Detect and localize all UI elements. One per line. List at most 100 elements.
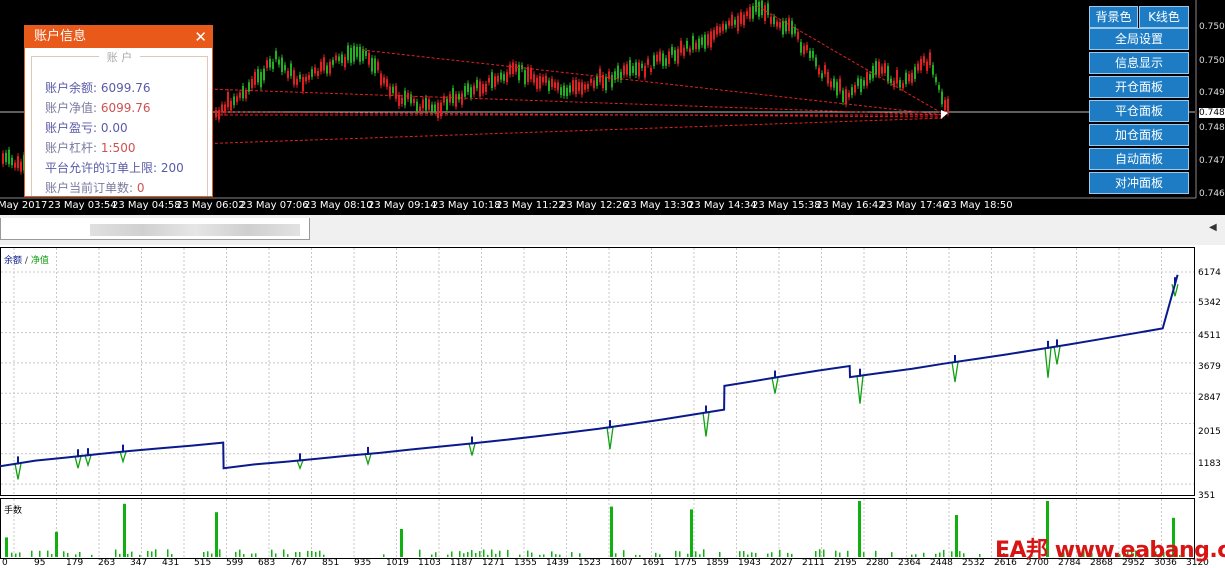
volume-bar — [1163, 551, 1165, 557]
global-settings-button[interactable]: 全局设置 — [1089, 28, 1189, 50]
close-icon[interactable]: ✕ — [194, 28, 207, 46]
candle-body — [290, 63, 292, 76]
time-axis-label: 23 May 07:06 — [240, 200, 309, 211]
candle-body — [899, 80, 901, 88]
candle-body — [914, 66, 916, 79]
candle-body — [923, 56, 925, 63]
candle-body — [434, 104, 436, 112]
candle-body — [881, 66, 883, 74]
order-dashed-line — [79, 117, 946, 149]
account-section: 账 户 账户余额: 6099.76 账户净值: 6099.76 账户盈亏: 0.… — [31, 51, 208, 196]
volume-bar — [299, 552, 301, 557]
x-axis-label: 0 — [2, 558, 8, 568]
order-dashed-line — [756, 5, 946, 116]
candle-body — [224, 104, 226, 113]
volume-bar — [1067, 550, 1069, 557]
candle-body — [890, 78, 892, 84]
candle-body — [866, 72, 868, 86]
candle-body — [395, 85, 397, 99]
x-axis-label: 263 — [98, 558, 116, 568]
volume-bar — [743, 550, 745, 557]
volume-bar — [271, 549, 273, 557]
candle-body — [758, 1, 760, 17]
candle-body — [842, 90, 844, 103]
x-axis-label: 2111 — [802, 558, 825, 568]
candle-body — [524, 70, 526, 85]
volume-bar — [863, 552, 865, 557]
equity-dip — [119, 451, 127, 464]
volume-bar — [507, 549, 509, 557]
volume-bar — [459, 551, 461, 557]
volume-bar — [435, 552, 437, 557]
candle-body — [578, 82, 580, 92]
scroll-left-icon[interactable]: ◀ — [1209, 222, 1217, 233]
volume-bar — [767, 553, 769, 557]
order-limit-row: 平台允许的订单上限: 200 — [45, 161, 184, 175]
candle-body — [821, 73, 823, 79]
volume-bar — [771, 552, 773, 557]
volume-bar — [1172, 517, 1175, 557]
candle-body — [20, 161, 22, 172]
candle-body — [593, 80, 595, 89]
close-panel-button[interactable]: 平仓面板 — [1089, 100, 1189, 122]
time-axis-label: 23 May 03:54 — [48, 200, 117, 211]
open-panel-button[interactable]: 开仓面板 — [1089, 76, 1189, 98]
x-axis-label: 95 — [34, 558, 46, 568]
price-axis-label: 0.7509 — [1199, 22, 1225, 32]
candle-body — [941, 91, 943, 105]
candle-body — [440, 102, 442, 117]
candle-body — [614, 71, 616, 80]
candle-body — [494, 76, 496, 87]
y-axis-label: 2847 — [1198, 393, 1221, 403]
candlesticks — [2, 0, 949, 175]
bg-color-button[interactable]: 背景色 — [1089, 6, 1138, 28]
candle-body — [239, 92, 241, 98]
volume-bar — [858, 501, 861, 557]
candle-body — [320, 61, 322, 72]
volume-bar — [155, 549, 157, 557]
candle-body — [341, 54, 343, 63]
candle-body — [464, 86, 466, 97]
candle-body — [800, 42, 802, 53]
hedge-panel-button[interactable]: 对冲面板 — [1089, 172, 1189, 194]
candle-color-button[interactable]: K线色 — [1139, 6, 1189, 28]
volume-bar — [955, 515, 958, 557]
candle-body — [554, 82, 556, 89]
volume-bar — [1119, 553, 1121, 557]
candle-body — [398, 94, 400, 106]
volume-bar — [127, 553, 129, 557]
candle-body — [902, 83, 904, 89]
volume-bar — [400, 529, 403, 557]
x-axis-label: 2532 — [962, 558, 985, 568]
candle-body — [329, 61, 331, 74]
x-axis-label: 3036 — [1154, 558, 1177, 568]
candle-body — [782, 20, 784, 35]
volume-bar — [703, 549, 705, 557]
volume-bar — [1147, 549, 1149, 557]
candle-body — [752, 6, 754, 19]
candle-body — [482, 84, 484, 94]
candle-body — [368, 52, 370, 65]
x-axis-label: 1943 — [738, 558, 761, 568]
volume-bar — [1135, 550, 1137, 557]
candle-body — [503, 74, 505, 81]
auto-panel-button[interactable]: 自动面板 — [1089, 148, 1189, 170]
volume-bar — [635, 554, 637, 557]
candle-body — [299, 74, 301, 80]
candle-body — [629, 59, 631, 76]
add-panel-button[interactable]: 加仓面板 — [1089, 124, 1189, 146]
candle-body — [587, 84, 589, 89]
candle-body — [590, 78, 592, 83]
volume-bar — [115, 549, 117, 557]
volume-bar — [791, 553, 793, 557]
info-display-button[interactable]: 信息显示 — [1089, 52, 1189, 74]
candle-body — [797, 31, 799, 40]
candle-body — [443, 96, 445, 103]
time-axis-label: 23 May 04:58 — [112, 200, 181, 211]
volume-bar — [679, 551, 681, 557]
candle-body — [416, 101, 418, 112]
time-axis-label: 23 May 06:02 — [176, 200, 245, 211]
info-panel-titlebar[interactable]: 账户信息 ✕ — [25, 26, 212, 48]
chart-grid — [1, 248, 1194, 558]
candle-body — [659, 51, 661, 62]
